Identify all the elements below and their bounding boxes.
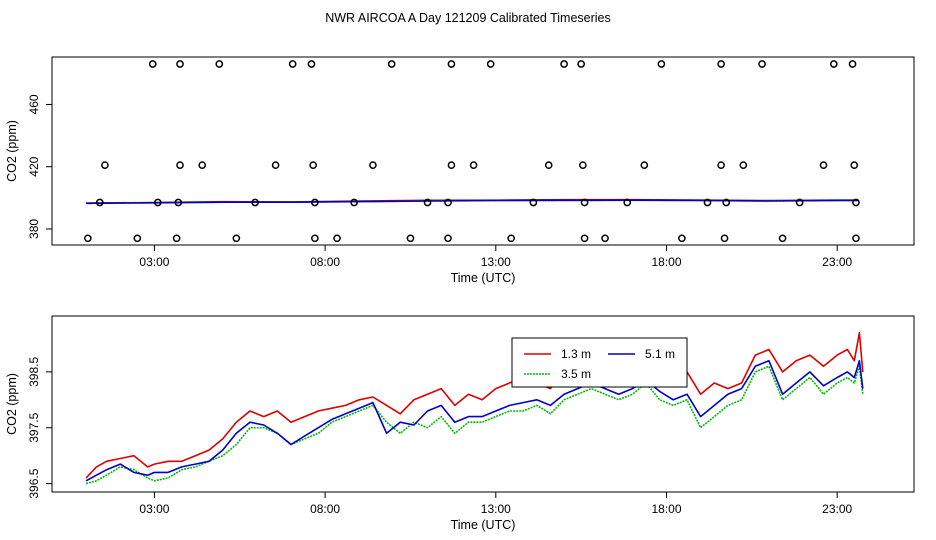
data-point [172, 234, 181, 243]
x-tick-label: 13:00 [481, 502, 511, 516]
data-point [486, 60, 495, 68]
data-point [307, 60, 316, 68]
data-point [469, 161, 478, 170]
legend-box [511, 337, 688, 388]
data-point [850, 161, 859, 170]
x-tick-label: 08:00 [310, 502, 340, 516]
data-point [507, 234, 516, 243]
chart-panels: 03:00 08:00 13:00 18:00 23:00 380 420 460 Time (… [5, 56, 915, 532]
x-axis-label: Time (UTC) [451, 518, 516, 532]
x-tick-label: 18:00 [651, 502, 681, 516]
plot-area [86, 198, 858, 205]
data-point [580, 234, 589, 243]
x-tick-label: 23:00 [822, 255, 852, 269]
data-point [577, 60, 585, 68]
data-point [133, 234, 142, 243]
plot-area [85, 331, 864, 485]
data-point [148, 60, 157, 68]
data-point [657, 60, 666, 68]
data-point [739, 161, 748, 170]
y-tick-label: 460 [27, 94, 41, 114]
data-point [387, 60, 396, 68]
data-point [447, 60, 456, 68]
panel-1: 03:00 08:00 13:00 18:00 23:00 380 420 460 Time (… [5, 56, 915, 285]
data-point [176, 60, 184, 68]
data-point [623, 198, 632, 207]
data-point [251, 198, 259, 207]
data-point [444, 234, 452, 243]
x-axis-label: Time (UTC) [451, 271, 516, 285]
data-point [83, 234, 92, 243]
series-line-3-5-m [85, 365, 864, 485]
data-point [758, 60, 766, 68]
y-axis-label: CO2 (ppm) [5, 120, 19, 182]
data-point [819, 161, 828, 170]
x-tick-label: 23:00 [822, 502, 852, 516]
y-tick-label: 420 [27, 156, 41, 176]
data-point [560, 60, 568, 68]
series-line-1-3-m [85, 331, 864, 479]
data-point [369, 161, 377, 170]
data-point [288, 60, 297, 68]
data-point [215, 60, 224, 68]
data-point [311, 198, 319, 207]
x-tick-label: 13:00 [481, 255, 511, 269]
data-point [444, 198, 452, 207]
plot-frame [51, 56, 915, 246]
data-point [198, 161, 207, 170]
y-tick-label: 397.5 [27, 412, 41, 442]
data-point [309, 161, 318, 170]
data-point [580, 198, 589, 207]
data-point [601, 234, 609, 243]
data-point [795, 198, 804, 207]
data-point [579, 161, 587, 170]
y-axis-label: CO2 (ppm) [5, 373, 19, 435]
y-tick-label: 380 [27, 219, 41, 239]
data-point [101, 161, 109, 170]
x-tick-label: 08:00 [310, 255, 340, 269]
data-point [232, 234, 241, 243]
data-point [717, 161, 725, 170]
data-point [544, 161, 553, 170]
data-point [406, 234, 415, 243]
legend: 1.3 m 3.5 m 5.1 m [511, 337, 688, 388]
data-point [529, 198, 538, 207]
data-point [176, 161, 184, 170]
figure-title: NWR AIRCOA A Day 121209 Calibrated Times… [325, 11, 611, 25]
data-point [153, 198, 162, 207]
data-point [778, 234, 787, 243]
panel-2: 03:00 08:00 13:00 18:00 23:00 396.5 397.5 398.5… [5, 315, 915, 532]
data-point [717, 60, 725, 68]
data-point [333, 234, 341, 243]
data-point [720, 234, 729, 243]
data-point [722, 198, 731, 207]
data-point [829, 60, 838, 68]
data-point [311, 234, 319, 243]
series-line-5-1-m [86, 199, 858, 205]
data-point [174, 198, 183, 207]
legend-label: 1.3 m [561, 347, 591, 361]
plot-frame [51, 315, 915, 493]
data-point [350, 198, 358, 207]
x-tick-label: 18:00 [651, 255, 681, 269]
data-point [678, 234, 686, 243]
y-tick-label: 396.5 [27, 468, 41, 498]
legend-label: 5.1 m [645, 347, 675, 361]
data-point [423, 198, 432, 207]
data-point [95, 198, 104, 207]
data-point [852, 234, 860, 243]
x-tick-label: 03:00 [139, 502, 169, 516]
data-point [640, 161, 649, 170]
data-point [703, 198, 712, 207]
x-tick-label: 03:00 [139, 255, 169, 269]
legend-label: 3.5 m [561, 367, 591, 381]
y-tick-label: 398.5 [27, 357, 41, 387]
data-point [848, 60, 857, 68]
data-point [447, 161, 456, 170]
series-line-5-1-m [85, 359, 864, 482]
data-point [852, 198, 860, 207]
data-point [271, 161, 280, 170]
